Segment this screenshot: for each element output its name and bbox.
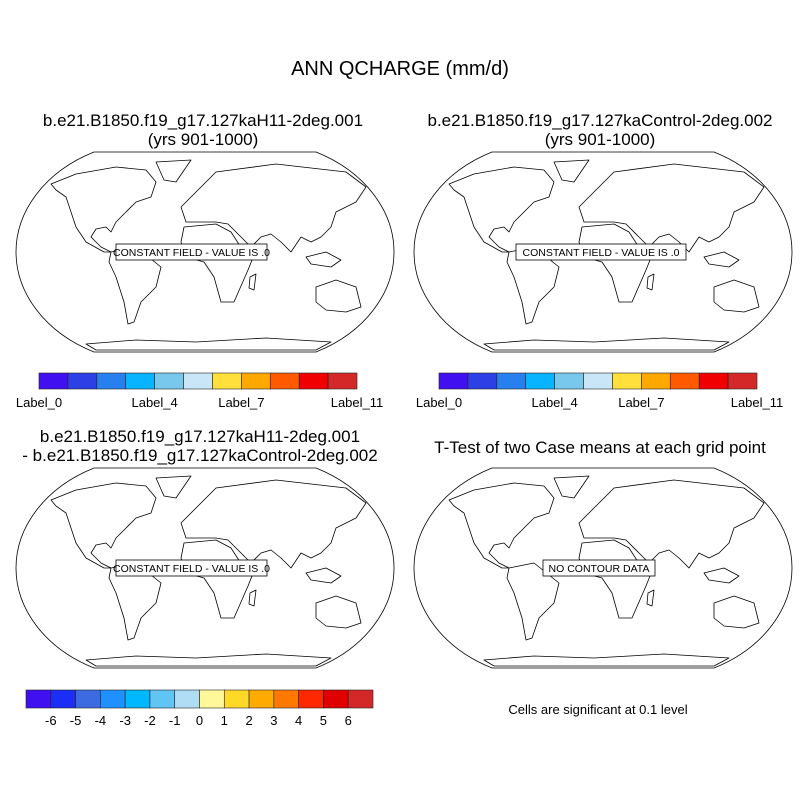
message-text: CONSTANT FIELD - VALUE IS .0 <box>113 563 270 575</box>
colorbar-label: -2 <box>144 713 156 728</box>
colorbar-box <box>67 372 98 390</box>
colorbar-box <box>183 372 213 390</box>
colorbar-box <box>125 372 155 390</box>
colorbar-box <box>269 372 300 390</box>
colorbar-box <box>583 372 613 390</box>
colorbar-box <box>327 372 358 390</box>
colorbar-box <box>323 689 349 709</box>
colorbar-box <box>25 689 52 709</box>
colorbar-box <box>241 372 271 390</box>
colorbar-label: 6 <box>345 713 352 728</box>
colorbar-label: 1 <box>221 713 228 728</box>
colorbar-label: -4 <box>95 713 107 728</box>
panel-title-line2: (yrs 901-1000) <box>545 130 656 149</box>
colorbar-box <box>154 372 184 390</box>
colorbar-label: Label_0 <box>416 395 462 410</box>
colorbar-box <box>438 372 469 390</box>
colorbar-box <box>347 689 374 709</box>
colorbar-label: -1 <box>169 713 181 728</box>
colorbar-box <box>298 689 324 709</box>
colorbar-box <box>669 372 700 390</box>
panel-ttest: T-Test of two Case means at each grid po… <box>413 438 793 717</box>
panel-difference: b.e21.B1850.f19_g17.127kaH11-2deg.001 - … <box>15 427 395 728</box>
colorbar-box <box>96 372 127 390</box>
message-text: CONSTANT FIELD - VALUE IS .0 <box>523 247 680 259</box>
significance-note: Cells are significant at 0.1 level <box>508 702 687 717</box>
colorbar-label: 5 <box>320 713 327 728</box>
panel-case2: b.e21.B1850.f19_g17.127kaControl-2deg.00… <box>413 111 793 410</box>
panel-title-line1: b.e21.B1850.f19_g17.127kaH11-2deg.001 <box>43 111 363 130</box>
message-box <box>515 243 687 261</box>
colorbar-label: Label_0 <box>16 395 62 410</box>
message-text: CONSTANT FIELD - VALUE IS .0 <box>113 247 270 259</box>
colorbar-box <box>199 689 225 709</box>
panel-title-line1: b.e21.B1850.f19_g17.127kaH11-2deg.001 <box>40 427 360 446</box>
panel-title-line1: b.e21.B1850.f19_g17.127kaControl-2deg.00… <box>427 111 772 130</box>
colorbar-box <box>223 689 250 709</box>
colorbar-label: Label_11 <box>731 395 784 410</box>
panel-title: T-Test of two Case means at each grid po… <box>434 438 766 457</box>
colorbar-label: Label_7 <box>618 395 664 410</box>
message-box <box>115 559 268 577</box>
colorbar: Label_0 Label_4 Label_7 Label_11 <box>16 372 384 410</box>
colorbar-box <box>248 689 275 709</box>
colorbar-label: -6 <box>45 713 57 728</box>
colorbar-box <box>75 689 101 709</box>
message-box <box>115 243 268 261</box>
colorbar-box <box>727 372 758 390</box>
panel-title-line2: - b.e21.B1850.f19_g17.127kaControl-2deg.… <box>22 446 377 465</box>
colorbar-box <box>298 372 329 390</box>
colorbar-label: 0 <box>196 713 203 728</box>
colorbar-box <box>273 689 299 709</box>
colorbar-label: 4 <box>295 713 302 728</box>
colorbar-box <box>612 372 642 390</box>
figure-title: ANN QCHARGE (mm/d) <box>291 58 509 80</box>
colorbar-box <box>698 372 729 390</box>
colorbar-label: Label_7 <box>218 395 264 410</box>
colorbar-box <box>38 372 69 390</box>
colorbar: -6 -5 -4 -3 -2 -1 0 1 2 3 4 5 6 <box>25 689 374 728</box>
colorbar-label: Label_4 <box>531 395 577 410</box>
colorbar-label: 3 <box>270 713 277 728</box>
message-text: NO CONTOUR DATA <box>549 563 650 575</box>
colorbar-box <box>496 372 527 390</box>
colorbar-box <box>641 372 671 390</box>
colorbar-box <box>50 689 76 709</box>
colorbar: Label_0 Label_4 Label_7 Label_11 <box>416 372 784 410</box>
colorbar-box <box>212 372 242 390</box>
message-box <box>542 559 656 577</box>
colorbar-label: Label_4 <box>131 395 177 410</box>
colorbar-label: -5 <box>70 713 82 728</box>
colorbar-box <box>174 689 200 709</box>
colorbar-box <box>124 689 151 709</box>
colorbar-box <box>554 372 584 390</box>
panel-case1: b.e21.B1850.f19_g17.127kaH11-2deg.001 (y… <box>15 111 395 410</box>
colorbar-label: Label_11 <box>331 395 384 410</box>
colorbar-box <box>100 689 126 709</box>
colorbar-box <box>467 372 498 390</box>
colorbar-box <box>149 689 176 709</box>
colorbar-box <box>525 372 555 390</box>
panel-title-line2: (yrs 901-1000) <box>148 130 259 149</box>
colorbar-label: -3 <box>119 713 131 728</box>
colorbar-label: 2 <box>245 713 252 728</box>
